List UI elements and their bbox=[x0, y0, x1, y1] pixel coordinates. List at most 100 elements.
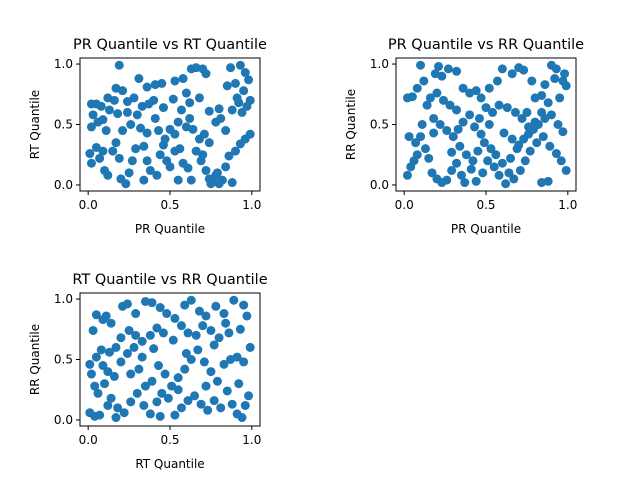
subplot-3-point bbox=[104, 347, 114, 357]
subplot-1-xtick-label: 0.5 bbox=[160, 198, 179, 212]
subplot-2-point bbox=[514, 140, 524, 150]
subplot-3-point bbox=[245, 342, 255, 352]
subplot-2-point bbox=[445, 100, 455, 110]
subplot-1-point bbox=[124, 168, 134, 178]
subplot-3-point bbox=[234, 379, 244, 389]
subplot-1-point bbox=[237, 107, 247, 117]
subplot-3-point bbox=[183, 328, 193, 338]
subplot-3-point bbox=[91, 310, 101, 320]
subplot-2-point bbox=[533, 120, 543, 129]
subplot-3-point bbox=[229, 295, 239, 305]
subplot-1-point bbox=[118, 126, 128, 136]
subplot-2-xtick-label: 1.0 bbox=[558, 198, 577, 212]
subplot-1-point bbox=[142, 128, 152, 138]
subplot-2-point bbox=[452, 105, 462, 115]
subplot-3-point bbox=[168, 335, 178, 345]
subplot-3-point bbox=[113, 403, 123, 413]
subplot-2-point bbox=[456, 170, 466, 180]
subplot-2-point bbox=[553, 120, 563, 129]
subplot-3-point bbox=[131, 330, 141, 340]
subplot-1-point bbox=[88, 110, 98, 120]
subplot-1-point bbox=[212, 168, 222, 178]
subplot-3-point bbox=[183, 396, 193, 406]
subplot-2-point bbox=[447, 165, 457, 175]
subplot-1-point bbox=[168, 94, 178, 104]
subplot-3-point bbox=[155, 303, 165, 313]
subplot-3-point bbox=[96, 345, 106, 355]
subplot-3-point bbox=[180, 364, 190, 374]
subplot-2-point bbox=[483, 156, 493, 166]
subplot-3-xlabel: RT Quantile bbox=[135, 457, 204, 471]
subplot-3-point bbox=[129, 342, 139, 352]
subplot-3-point bbox=[209, 396, 219, 406]
subplot-1-ytick-label: 0.0 bbox=[54, 178, 73, 192]
subplot-2-point bbox=[479, 138, 489, 148]
subplot-3-point bbox=[158, 328, 168, 338]
subplot-2-point bbox=[411, 138, 421, 148]
subplot-1-point bbox=[224, 151, 234, 161]
subplot-3-point bbox=[222, 386, 232, 396]
subplot-1-point bbox=[104, 105, 114, 115]
subplot-1-point bbox=[185, 98, 195, 108]
subplot-1-point bbox=[191, 146, 201, 156]
subplot-2-point bbox=[458, 83, 468, 93]
subplot-3-point bbox=[232, 352, 242, 362]
subplot-2-point bbox=[412, 83, 422, 93]
subplot-3-point bbox=[191, 330, 201, 340]
subplot-2-point bbox=[527, 76, 537, 86]
subplot-3-point bbox=[126, 369, 136, 379]
subplot-2-xtick-label: 0.5 bbox=[476, 198, 495, 212]
subplot-2-point bbox=[538, 132, 548, 142]
subplot-3-point bbox=[199, 357, 209, 367]
subplot-3-point bbox=[122, 299, 132, 309]
subplot-3-point bbox=[147, 376, 157, 386]
subplot-1-point bbox=[103, 93, 113, 103]
subplot-1-point bbox=[86, 158, 96, 168]
subplot-3-point bbox=[140, 381, 150, 391]
subplot-3-point bbox=[122, 348, 132, 358]
subplot-1-point bbox=[194, 93, 204, 103]
subplot-1-point bbox=[85, 149, 95, 159]
subplot-3-point bbox=[163, 393, 173, 403]
subplot-1-point bbox=[198, 150, 208, 160]
subplot-3-point bbox=[134, 364, 144, 374]
subplot-3-point bbox=[206, 325, 216, 335]
subplot-2-point bbox=[429, 113, 439, 123]
subplot-3-point bbox=[244, 391, 254, 401]
subplot-3: RT Quantile vs RR Quantile 0.0 0.5 1.00.00… bbox=[28, 272, 268, 471]
subplot-2-point bbox=[434, 61, 444, 71]
subplot-3-point bbox=[162, 309, 172, 319]
subplot-1-point bbox=[121, 179, 131, 189]
subplot-1-point bbox=[245, 95, 255, 105]
subplot-3-point bbox=[116, 357, 126, 367]
subplot-3-point bbox=[198, 321, 208, 331]
subplot-1-point bbox=[152, 170, 162, 180]
subplot-2-points bbox=[402, 60, 571, 189]
subplot-2-point bbox=[420, 144, 430, 154]
subplot-2-point bbox=[501, 179, 511, 189]
subplot-3-point bbox=[119, 408, 129, 418]
subplot-2-point bbox=[442, 126, 452, 136]
subplot-2-point bbox=[476, 129, 486, 139]
subplot-2-point bbox=[481, 103, 491, 113]
subplot-1-xtick-label: 0.0 bbox=[79, 198, 98, 212]
subplot-3-point bbox=[98, 361, 108, 371]
subplot-1-point bbox=[98, 115, 108, 125]
subplot-2-point bbox=[484, 120, 494, 129]
subplot-3-point bbox=[101, 311, 111, 321]
subplot-3-ytick-label: 1.0 bbox=[54, 292, 73, 306]
subplot-1-point bbox=[183, 163, 193, 173]
subplot-3-point bbox=[111, 413, 121, 423]
subplot-2-point bbox=[443, 64, 453, 74]
subplot-2-point bbox=[404, 132, 414, 142]
subplot-2-point bbox=[424, 153, 434, 163]
subplot-1-point bbox=[154, 126, 164, 136]
subplot-3-point bbox=[214, 333, 224, 343]
subplot-3-point bbox=[170, 313, 180, 323]
subplot-2-point bbox=[561, 81, 571, 91]
subplot-3-point bbox=[111, 342, 121, 352]
subplot-2-point bbox=[448, 132, 458, 142]
subplot-3-title: RT Quantile vs RR Quantile bbox=[72, 272, 267, 288]
subplot-3-point bbox=[95, 410, 105, 420]
subplot-3-point bbox=[145, 409, 155, 419]
